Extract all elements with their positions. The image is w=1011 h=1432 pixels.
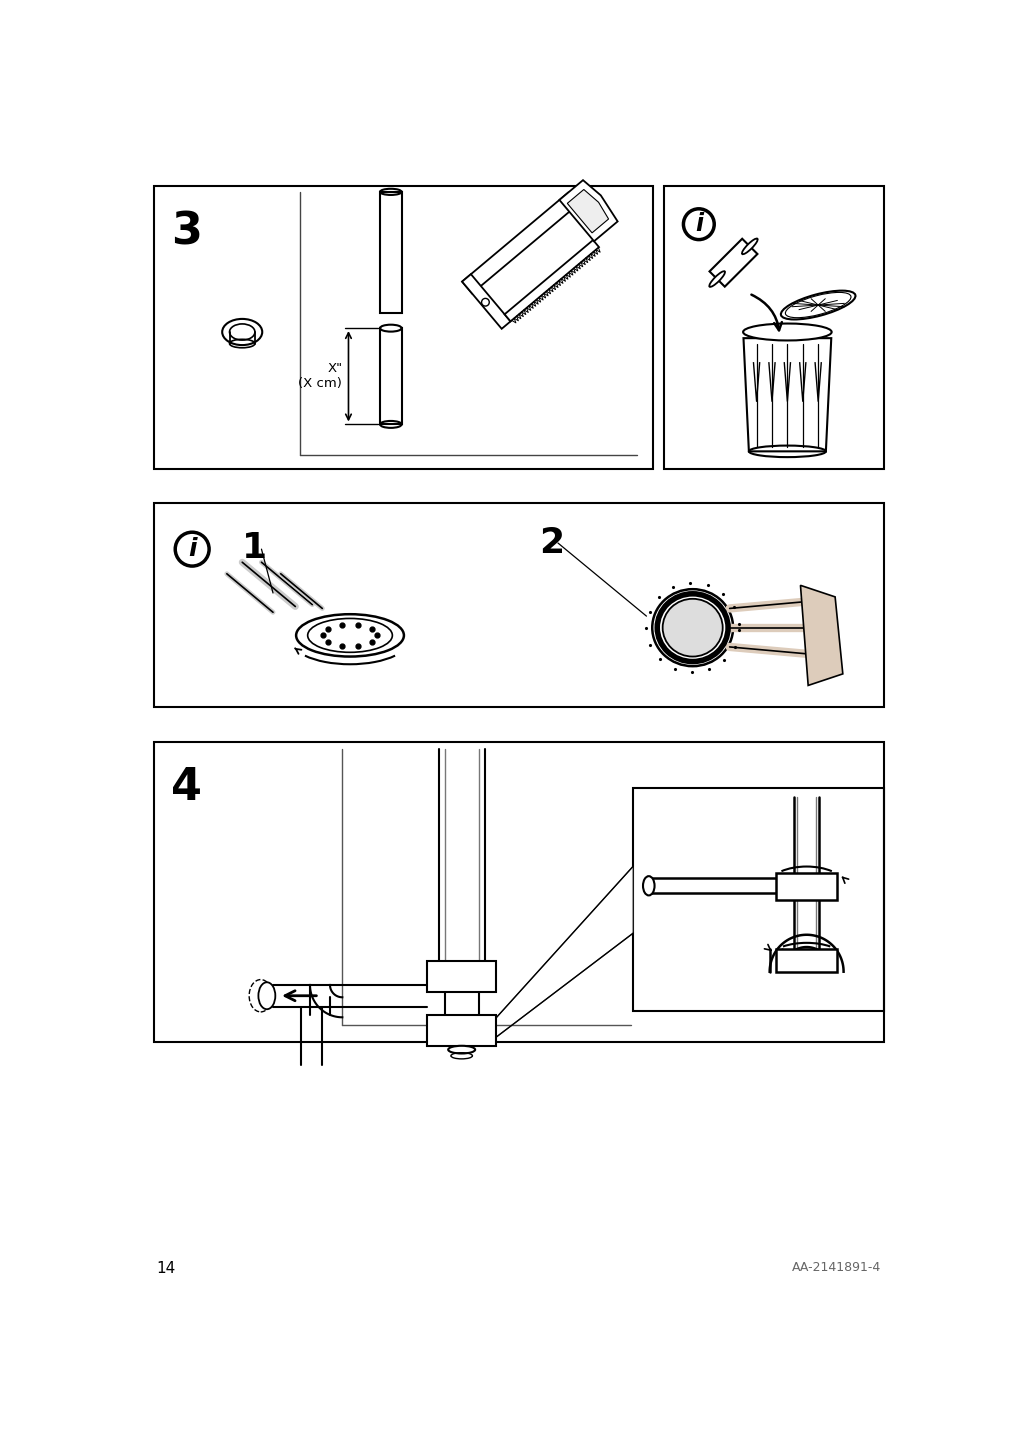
Polygon shape xyxy=(462,192,577,294)
Ellipse shape xyxy=(741,239,757,255)
Bar xyxy=(380,192,401,312)
Bar xyxy=(775,948,837,972)
Text: AA-2141891-4: AA-2141891-4 xyxy=(792,1260,881,1273)
Text: 14: 14 xyxy=(156,1260,175,1276)
Ellipse shape xyxy=(296,614,403,656)
Text: 4: 4 xyxy=(171,766,201,809)
Bar xyxy=(633,788,883,1011)
Ellipse shape xyxy=(448,1045,475,1054)
Polygon shape xyxy=(743,338,830,451)
Ellipse shape xyxy=(258,982,275,1010)
Polygon shape xyxy=(567,189,608,233)
Bar xyxy=(427,1015,495,1045)
Text: 2: 2 xyxy=(538,526,563,560)
Text: 3: 3 xyxy=(171,211,201,253)
Polygon shape xyxy=(559,180,617,241)
Text: 1: 1 xyxy=(242,531,267,564)
Bar xyxy=(427,961,495,992)
Bar xyxy=(154,186,652,470)
Circle shape xyxy=(481,298,488,306)
Polygon shape xyxy=(800,586,842,686)
Text: i: i xyxy=(695,212,703,236)
Bar xyxy=(663,186,883,470)
Bar xyxy=(380,328,401,424)
Polygon shape xyxy=(504,241,599,321)
Polygon shape xyxy=(709,239,756,286)
Text: i: i xyxy=(188,537,196,561)
Bar xyxy=(154,503,883,707)
Ellipse shape xyxy=(652,589,732,666)
Ellipse shape xyxy=(380,325,401,332)
Ellipse shape xyxy=(662,599,722,656)
Ellipse shape xyxy=(709,271,724,286)
Polygon shape xyxy=(484,866,633,1045)
Ellipse shape xyxy=(742,324,831,341)
Text: X"
(X cm): X" (X cm) xyxy=(298,362,342,391)
Ellipse shape xyxy=(780,291,854,319)
Bar xyxy=(154,742,883,1042)
Bar xyxy=(775,872,837,899)
Polygon shape xyxy=(462,274,510,329)
Ellipse shape xyxy=(642,876,654,895)
